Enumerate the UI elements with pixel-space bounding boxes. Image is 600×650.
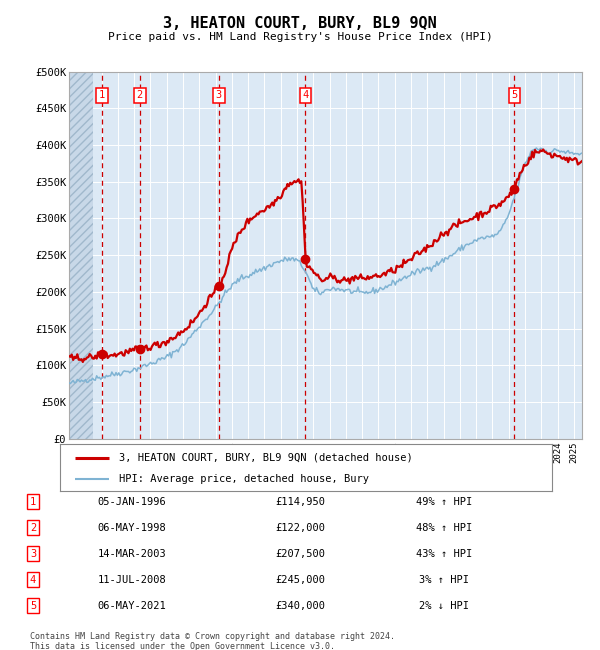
Text: Contains HM Land Registry data © Crown copyright and database right 2024.
This d: Contains HM Land Registry data © Crown c… [30,632,395,650]
Text: 2: 2 [30,523,36,533]
Text: 3: 3 [30,549,36,559]
Bar [69,72,94,439]
Text: 1: 1 [99,90,106,100]
Text: 43% ↑ HPI: 43% ↑ HPI [416,549,472,559]
Text: 1: 1 [30,497,36,507]
Text: 48% ↑ HPI: 48% ↑ HPI [416,523,472,533]
Text: 06-MAY-2021: 06-MAY-2021 [98,601,166,611]
Text: 2% ↓ HPI: 2% ↓ HPI [419,601,469,611]
Text: 11-JUL-2008: 11-JUL-2008 [98,575,166,585]
Text: 05-JAN-1996: 05-JAN-1996 [98,497,166,507]
Text: HPI: Average price, detached house, Bury: HPI: Average price, detached house, Bury [119,474,369,484]
Text: 3, HEATON COURT, BURY, BL9 9QN (detached house): 3, HEATON COURT, BURY, BL9 9QN (detached… [119,453,413,463]
Text: 2: 2 [137,90,143,100]
Text: £340,000: £340,000 [275,601,325,611]
Text: 3: 3 [216,90,222,100]
Text: 49% ↑ HPI: 49% ↑ HPI [416,497,472,507]
Text: £114,950: £114,950 [275,497,325,507]
Text: 5: 5 [30,601,36,611]
Text: 5: 5 [511,90,518,100]
Text: 4: 4 [30,575,36,585]
Text: 4: 4 [302,90,308,100]
Text: 3, HEATON COURT, BURY, BL9 9QN: 3, HEATON COURT, BURY, BL9 9QN [163,16,437,31]
Text: £122,000: £122,000 [275,523,325,533]
Text: 06-MAY-1998: 06-MAY-1998 [98,523,166,533]
Text: Price paid vs. HM Land Registry's House Price Index (HPI): Price paid vs. HM Land Registry's House … [107,32,493,42]
Text: 14-MAR-2003: 14-MAR-2003 [98,549,166,559]
Text: 3% ↑ HPI: 3% ↑ HPI [419,575,469,585]
Text: £245,000: £245,000 [275,575,325,585]
Text: £207,500: £207,500 [275,549,325,559]
